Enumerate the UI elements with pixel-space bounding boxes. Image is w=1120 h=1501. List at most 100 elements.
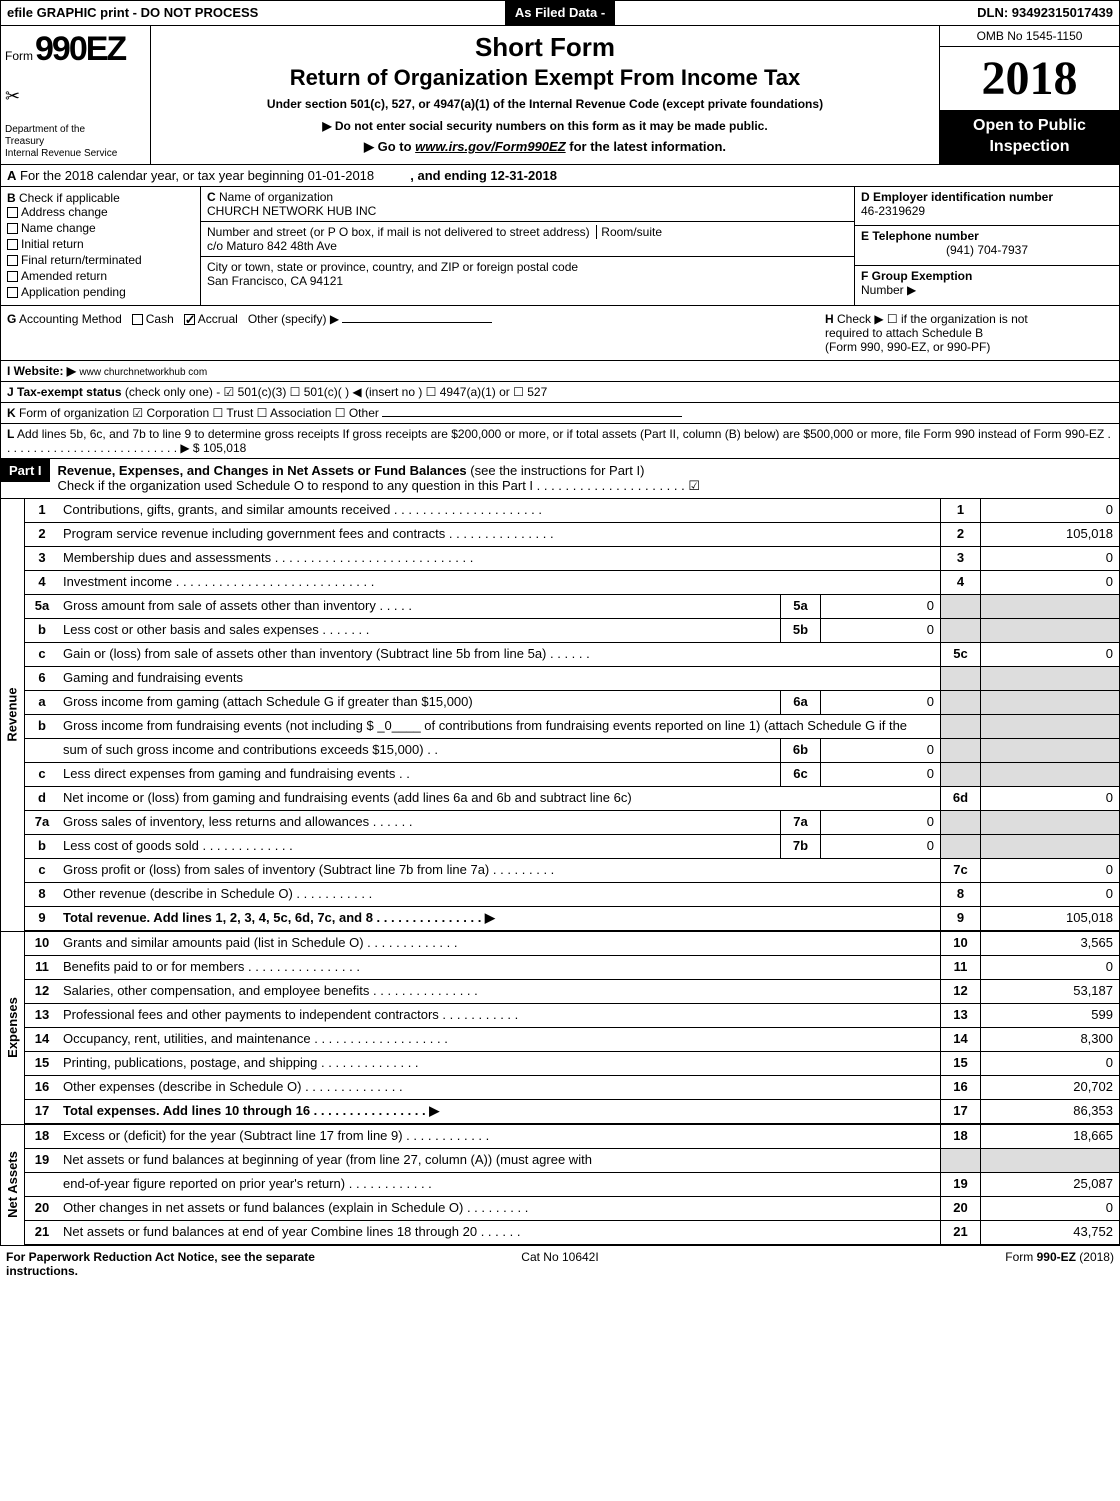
goto-line: ▶ Go to www.irs.gov/Form990EZ for the la…: [161, 139, 929, 155]
right-line-value: 43,752: [980, 1221, 1120, 1244]
line-number: 10: [25, 932, 59, 955]
line-row: cLess direct expenses from gaming and fu…: [25, 763, 1120, 787]
cb-final[interactable]: Final return/terminated: [7, 253, 194, 267]
inner-line-value: 0: [820, 811, 940, 834]
right-num-shaded: [940, 739, 980, 762]
line-desc: Investment income . . . . . . . . . . . …: [59, 571, 940, 594]
tax-year: 2018: [940, 47, 1119, 110]
line-number: 9: [25, 907, 59, 930]
inner-line-value: 0: [820, 739, 940, 762]
right-line-number: 18: [940, 1125, 980, 1148]
line-row: bLess cost or other basis and sales expe…: [25, 619, 1120, 643]
line-number: 21: [25, 1221, 59, 1244]
netassets-sidebar: Net Assets: [1, 1125, 25, 1245]
right-num-shaded: [940, 1149, 980, 1172]
line-desc: Professional fees and other payments to …: [59, 1004, 940, 1027]
line-number: 17: [25, 1100, 59, 1123]
right-line-number: 8: [940, 883, 980, 906]
right-num-shaded: [940, 715, 980, 738]
cb-amended[interactable]: Amended return: [7, 269, 194, 283]
line-number: 11: [25, 956, 59, 979]
h-block: H Check ▶ ☐ if the organization is not r…: [819, 306, 1119, 360]
line-number: 6: [25, 667, 59, 690]
b-checkboxes: B Check if applicable Address change Nam…: [1, 187, 201, 305]
line-desc: Total expenses. Add lines 10 through 16 …: [59, 1100, 940, 1123]
open-public: Open to Public Inspection: [940, 110, 1119, 164]
h-text2: required to attach Schedule B: [825, 326, 983, 340]
return-title: Return of Organization Exempt From Incom…: [161, 65, 929, 91]
cb-name[interactable]: Name change: [7, 221, 194, 235]
right-line-number: 1: [940, 499, 980, 522]
line-number: 8: [25, 883, 59, 906]
right-line-value: 0: [980, 787, 1120, 810]
h-text1: Check ▶ ☐ if the organization is not: [837, 312, 1028, 326]
cb-initial[interactable]: Initial return: [7, 237, 194, 251]
form-number: Form 990EZ: [5, 30, 144, 69]
line-number: d: [25, 787, 59, 810]
right-num-shaded: [940, 691, 980, 714]
c-org-name: CHURCH NETWORK HUB INC: [207, 204, 376, 218]
header-mid: Short Form Return of Organization Exempt…: [151, 26, 939, 164]
form-word: Form: [5, 49, 33, 63]
line-number: 16: [25, 1076, 59, 1099]
line-number: b: [25, 835, 59, 858]
line-row: cGain or (loss) from sale of assets othe…: [25, 643, 1120, 667]
form-footer: Form 990-EZ (2018): [745, 1250, 1114, 1278]
right-line-number: 5c: [940, 643, 980, 666]
line-number: 4: [25, 571, 59, 594]
def-block: D Employer identification number 46-2319…: [854, 187, 1119, 305]
line-row: 15Printing, publications, postage, and s…: [25, 1052, 1120, 1076]
right-num-shaded: [940, 667, 980, 690]
line-number: 14: [25, 1028, 59, 1051]
c-street-val: c/o Maturo 842 48th Ave: [207, 239, 337, 253]
right-line-value: 3,565: [980, 932, 1120, 955]
right-num-shaded: [940, 619, 980, 642]
cb-cash[interactable]: [132, 314, 143, 325]
line-number: 1: [25, 499, 59, 522]
i-label: I Website: ▶: [7, 364, 76, 378]
cb-address[interactable]: Address change: [7, 205, 194, 219]
line-desc: Membership dues and assessments . . . . …: [59, 547, 940, 570]
right-line-number: 3: [940, 547, 980, 570]
inner-line-number: 5b: [780, 619, 820, 642]
d-label: D Employer identification number: [861, 190, 1053, 204]
line-row: 8Other revenue (describe in Schedule O) …: [25, 883, 1120, 907]
c-name-cell: C Name of organization CHURCH NETWORK HU…: [201, 187, 854, 222]
right-line-number: 2: [940, 523, 980, 546]
line-desc: Less cost of goods sold . . . . . . . . …: [59, 835, 780, 858]
line-row: 9Total revenue. Add lines 1, 2, 3, 4, 5c…: [25, 907, 1120, 931]
line-row: bLess cost of goods sold . . . . . . . .…: [25, 835, 1120, 859]
e-phone: (941) 704-7937: [861, 243, 1113, 257]
cat-no: Cat No 10642I: [375, 1250, 744, 1278]
right-line-value: 105,018: [980, 907, 1120, 930]
cb-accrual[interactable]: [184, 314, 195, 325]
line-number: c: [25, 763, 59, 786]
line-desc: Other changes in net assets or fund bala…: [59, 1197, 940, 1220]
right-line-value: 0: [980, 883, 1120, 906]
right-line-number: 9: [940, 907, 980, 930]
line-row: 16Other expenses (describe in Schedule O…: [25, 1076, 1120, 1100]
line-row: 18Excess or (deficit) for the year (Subt…: [25, 1125, 1120, 1149]
line-row: 19Net assets or fund balances at beginni…: [25, 1149, 1120, 1173]
inner-line-value: 0: [820, 763, 940, 786]
right-line-number: 7c: [940, 859, 980, 882]
line-desc: Gross amount from sale of assets other t…: [59, 595, 780, 618]
line-number: 19: [25, 1149, 59, 1172]
netassets-section: Net Assets 18Excess or (deficit) for the…: [0, 1124, 1120, 1245]
part1-paren: (see the instructions for Part I): [470, 463, 644, 478]
line-number: 15: [25, 1052, 59, 1075]
inner-line-number: 6c: [780, 763, 820, 786]
line-row: 3Membership dues and assessments . . . .…: [25, 547, 1120, 571]
cb-pending[interactable]: Application pending: [7, 285, 194, 299]
right-line-number: 10: [940, 932, 980, 955]
line-desc: Contributions, gifts, grants, and simila…: [59, 499, 940, 522]
line-desc: Printing, publications, postage, and shi…: [59, 1052, 940, 1075]
header-left: Form 990EZ ✂ Department of the Treasury …: [1, 26, 151, 164]
right-val-shaded: [980, 595, 1120, 618]
inner-line-number: 7a: [780, 811, 820, 834]
c-city-val: San Francisco, CA 94121: [207, 274, 343, 288]
d-ein-cell: D Employer identification number 46-2319…: [855, 187, 1119, 227]
g-accounting: G Accounting Method Cash Accrual Other (…: [1, 306, 819, 360]
part1-sub: Check if the organization used Schedule …: [58, 478, 700, 493]
row-gh: G Accounting Method Cash Accrual Other (…: [0, 306, 1120, 361]
